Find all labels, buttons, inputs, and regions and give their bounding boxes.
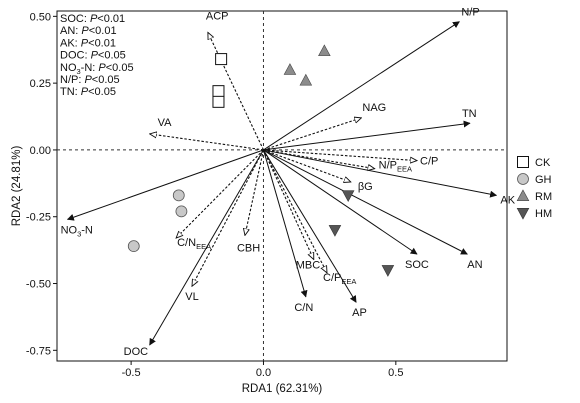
y-tick-label: -0.25 <box>26 212 51 224</box>
point-ck-1 <box>215 53 228 66</box>
vector-label-c-n: C/N <box>294 302 313 314</box>
stat-no3-n: NO3-N: P<0.05 <box>60 62 134 76</box>
legend-label-rm: RM <box>535 191 552 203</box>
reference-lines <box>57 11 507 361</box>
enzyme-vector-c-n-eea <box>176 149 264 238</box>
vector-label-mbc: MBC <box>296 259 321 271</box>
vector-label-soc: SOC <box>405 259 429 271</box>
env-vector-ak <box>263 149 498 198</box>
point-hm-2 <box>328 225 342 237</box>
point-ck-2 <box>212 85 225 98</box>
vectors-layer <box>66 21 498 346</box>
legend-label-gh: GH <box>535 174 552 186</box>
enzyme-vector-va <box>150 134 264 151</box>
y-tick-label: 0.00 <box>30 145 51 157</box>
vector-labels: N/P TN AK AN SOC AP C/N NO3-N DOC ACP NAG VA C/P N/PE… <box>61 7 516 358</box>
legend-label-ck: CK <box>535 157 551 169</box>
x-tick-label: 0.0 <box>256 367 271 379</box>
stat-ak: AK: P<0.01 <box>60 37 116 49</box>
env-vector-no3-n <box>66 149 264 221</box>
stat-tn: TN: P<0.05 <box>60 86 116 98</box>
stat-an: AN: P<0.01 <box>60 25 117 37</box>
vector-label-doc: DOC <box>124 346 149 358</box>
env-vector-tn <box>263 120 471 151</box>
enzyme-vector-vl <box>192 149 264 286</box>
y-tick-label: -0.75 <box>26 345 51 357</box>
vector-label-ap: AP <box>352 307 367 319</box>
point-hm-3 <box>381 265 395 277</box>
vector-label-ak: AK <box>500 194 515 206</box>
vector-label-tn: TN <box>462 108 477 120</box>
point-hm-1 <box>341 190 355 203</box>
vector-label-acp: ACP <box>206 10 229 22</box>
enzyme-vector-c-p-eea <box>262 149 327 273</box>
vector-label-c-p-eea: C/PEEA <box>323 272 356 286</box>
env-vector-an <box>263 149 468 255</box>
vector-label-vl: VL <box>185 291 198 303</box>
point-ck-3 <box>212 95 225 108</box>
y-axis-title: RDA2 (24.81%) <box>11 146 23 227</box>
axis-ticks: -0.5 0.0 0.5 0.50 0.25 0.00 -0.25 -0.50 -0.75 <box>26 11 404 379</box>
env-vector-soc <box>263 149 418 255</box>
env-vector-n-p <box>263 21 460 151</box>
point-rm-2 <box>299 73 313 86</box>
vector-label-an: AN <box>467 259 482 271</box>
vector-label-n-p-eea: N/PEEA <box>379 160 412 174</box>
stat-doc: DOC: P<0.05 <box>60 50 126 62</box>
vector-label-nag: NAG <box>362 102 386 114</box>
env-vector-ap <box>263 149 357 303</box>
vector-label-c-p: C/P <box>420 156 438 168</box>
legend: CK GH RM HM <box>516 156 552 220</box>
vector-label-cbh: CBH <box>237 242 260 254</box>
vector-label-va: VA <box>158 117 173 129</box>
legend-marker-hm <box>516 208 530 220</box>
vector-label-g: βG <box>358 181 373 193</box>
legend-label-hm: HM <box>535 208 552 220</box>
legend-marker-ck <box>517 156 529 168</box>
point-gh-3 <box>127 240 140 253</box>
x-tick-label: 0.5 <box>388 367 403 379</box>
x-tick-label: -0.5 <box>122 367 141 379</box>
enzyme-vector-n-p-eea <box>263 149 374 169</box>
enzyme-vector-nag <box>263 118 361 151</box>
enzyme-vector-mbc <box>262 149 315 260</box>
stat-soc: SOC: P<0.01 <box>60 13 125 25</box>
point-rm-1 <box>283 63 297 75</box>
point-rm-3 <box>318 44 331 57</box>
y-tick-label: 0.50 <box>30 11 51 23</box>
env-vector-c-n <box>262 149 308 298</box>
env-vector-doc <box>149 149 264 346</box>
y-tick-label: -0.50 <box>26 279 51 291</box>
point-gh-1 <box>172 189 185 202</box>
point-gh-2 <box>175 205 188 218</box>
x-axis-title: RDA1 (62.31%) <box>242 383 323 395</box>
enzyme-vector-acp <box>207 32 264 151</box>
enzyme-vector-g <box>263 149 350 182</box>
plot-frame <box>56 10 508 362</box>
legend-marker-rm <box>516 189 530 201</box>
vector-label-c-n-eea: C/NEEA <box>177 237 211 251</box>
stat-n-p: N/P: P<0.05 <box>60 74 120 86</box>
vector-label-n-p: N/P <box>461 7 479 19</box>
vector-label-no3-n: NO3-N <box>61 224 93 238</box>
enzyme-vector-cbh <box>245 149 265 235</box>
y-tick-label: 0.25 <box>30 78 51 90</box>
points-layer <box>127 44 395 277</box>
legend-marker-gh <box>517 173 529 185</box>
